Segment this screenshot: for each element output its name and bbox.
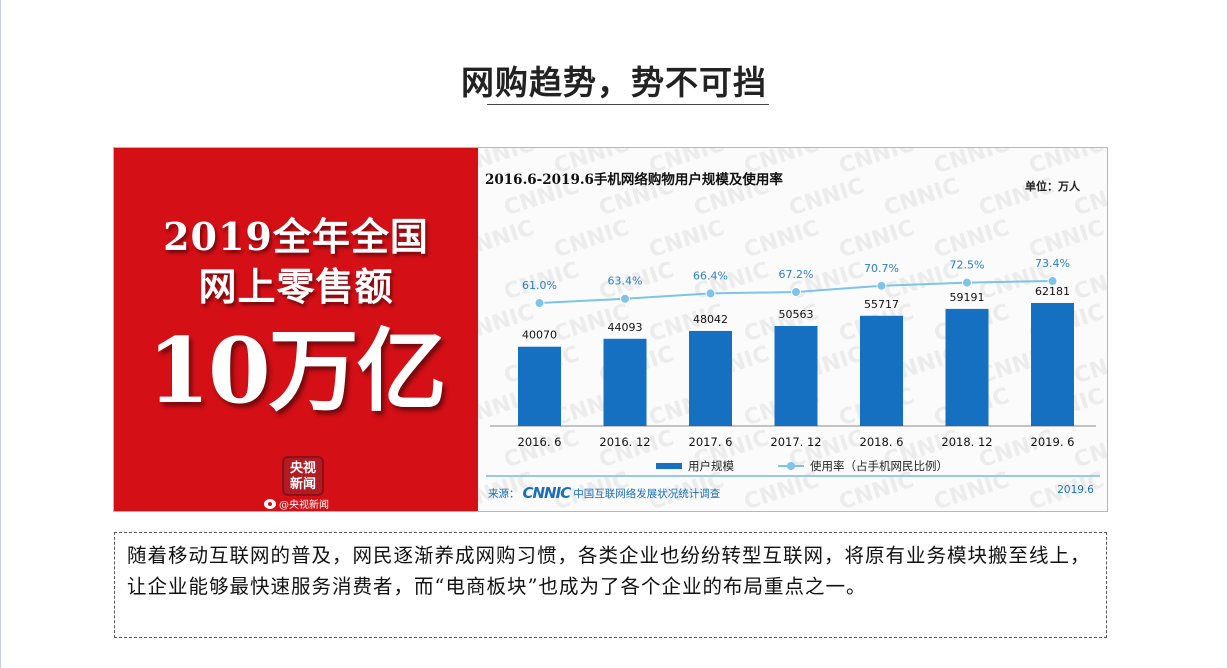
- line-swatch-icon: [778, 462, 804, 470]
- weibo-icon: [264, 498, 276, 509]
- bar-value-label: 55717: [864, 298, 899, 311]
- x-tick-label: 2019. 6: [1031, 435, 1075, 449]
- source-text: 中国互联网络发展状况统计调查: [573, 487, 721, 500]
- promo-line-2: 网上零售额: [198, 264, 394, 309]
- usage-rate-point: [1047, 276, 1058, 286]
- x-tick-label: 2018. 12: [941, 435, 992, 449]
- usage-rate-label: 61.0%: [522, 279, 557, 292]
- usage-rate-point: [705, 288, 716, 299]
- bar: [1031, 303, 1074, 426]
- usage-rate-point: [962, 277, 972, 288]
- logo-text: 央视新闻: [289, 461, 316, 492]
- promo-line-1: 2019全年全国: [163, 214, 429, 259]
- weibo-handle-text: @央视新闻: [279, 500, 329, 511]
- bar-value-label: 50563: [779, 308, 814, 321]
- unit-label: 单位：万人: [1025, 180, 1080, 193]
- bar: [945, 308, 989, 426]
- description-box: 随着移动互联网的普及，网民逐渐养成网购习惯，各类企业也纷纷转型互联网，将原有业务…: [114, 532, 1107, 638]
- source-line: 来源： CNNIC 中国互联网络发展状况统计调查: [488, 484, 720, 502]
- legend-item-bar: 用户规模: [656, 458, 734, 474]
- usage-rate-point: [791, 287, 801, 297]
- bar-value-label: 40070: [522, 329, 557, 342]
- cctv-news-logo: 央视新闻: [282, 456, 324, 496]
- weibo-handle: @央视新闻: [264, 496, 329, 511]
- usage-rate-point: [620, 293, 630, 304]
- usage-rate-label: 67.2%: [779, 268, 814, 281]
- chart-panel: CNNIC CNNIC CNNIC CNNIC CNNIC CNNIC CNNIC CNNIC…: [478, 148, 1107, 511]
- page-title: 网购趋势，势不可挡: [461, 63, 767, 102]
- bar-value-label: 44093: [608, 321, 643, 334]
- source-label: 来源：: [488, 487, 520, 500]
- bar-value-label: 48042: [693, 313, 728, 326]
- bar: [689, 330, 732, 426]
- chart-title: 2016.6-2019.6手机网络购物用户规模及使用率: [485, 172, 783, 188]
- usage-rate-label: 72.5%: [950, 259, 985, 272]
- promo-banner: 2019全年全国 网上零售额 10万亿 央视新闻 @央视新闻: [114, 148, 478, 511]
- promo-big-number: 10万亿: [147, 318, 446, 424]
- legend-label-bar: 用户规模: [688, 459, 734, 473]
- usage-rate-point: [534, 298, 545, 308]
- bar: [774, 325, 818, 426]
- x-tick-label: 2017. 12: [770, 435, 821, 449]
- cnnic-logo: CNNIC: [522, 484, 572, 502]
- usage-rate-label: 63.4%: [608, 275, 643, 288]
- description-text: 随着移动互联网的普及，网民逐渐养成网购习惯，各类企业也纷纷转型互联网，将原有业务…: [127, 544, 1091, 598]
- bar: [518, 346, 561, 426]
- bar-value-label: 59191: [950, 291, 985, 304]
- title-underline: [487, 104, 769, 105]
- x-tick-label: 2017. 6: [689, 435, 733, 449]
- x-tick-label: 2016. 6: [518, 435, 562, 449]
- usage-rate-label: 66.4%: [693, 269, 728, 282]
- image-panel: 2019全年全国 网上零售额 10万亿 央视新闻 @央视新闻 CNNIC CNNI…: [113, 147, 1108, 512]
- x-tick-label: 2016. 12: [599, 435, 650, 449]
- bar: [603, 338, 647, 426]
- bar: [860, 315, 903, 426]
- chart-plot: 40070 2016. 6 44093 2016. 12 48042 2017. 6 505…: [490, 257, 1096, 449]
- legend-label-line: 使用率（占手机网民比例）: [810, 459, 948, 473]
- source-divider: [486, 475, 1100, 477]
- usage-rate-point: [876, 280, 887, 291]
- usage-rate-label: 73.4%: [1035, 257, 1070, 270]
- source-date: 2019.6: [1057, 484, 1094, 496]
- legend-item-line: 使用率（占手机网民比例）: [778, 458, 948, 474]
- chart-legend: 用户规模 使用率（占手机网民比例）: [478, 458, 1107, 474]
- bar-value-label: 62181: [1035, 285, 1070, 298]
- usage-rate-label: 70.7%: [864, 262, 899, 275]
- bar-swatch-icon: [656, 463, 682, 469]
- x-tick-label: 2018. 6: [860, 435, 904, 449]
